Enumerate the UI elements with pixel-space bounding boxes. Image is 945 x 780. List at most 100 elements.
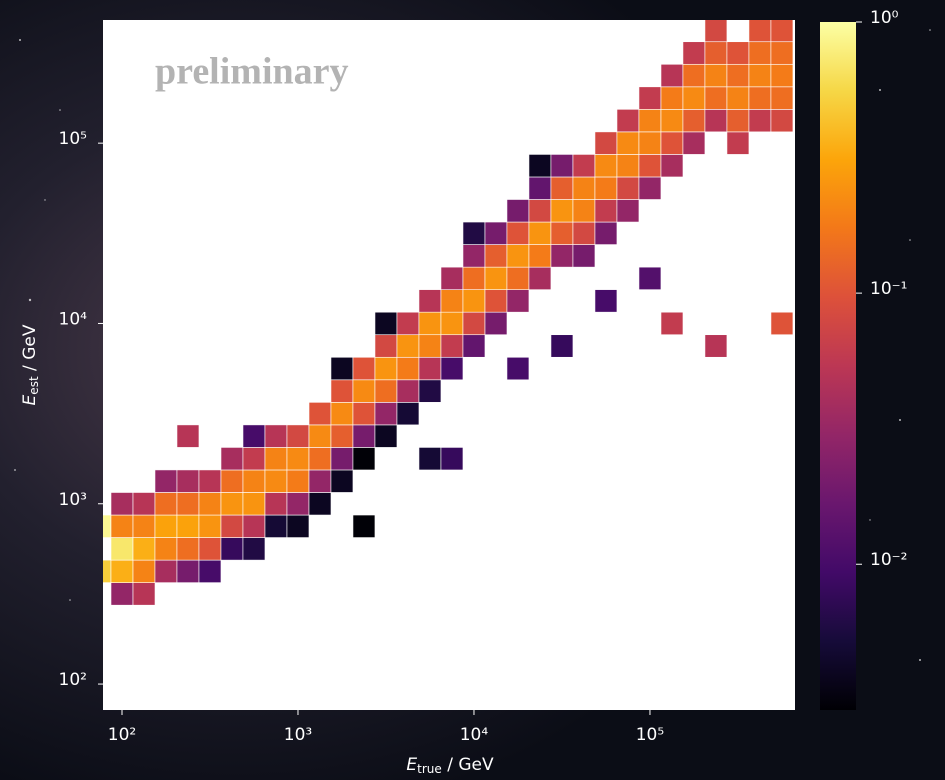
cell	[529, 267, 551, 290]
cell	[375, 402, 397, 425]
y-tick-label: 10⁴	[59, 309, 88, 329]
cell	[309, 425, 331, 448]
cell	[463, 222, 485, 245]
cell	[309, 470, 331, 493]
page: {"chart_data": { "type": "hist2d", "anno…	[0, 0, 945, 780]
cell	[683, 109, 705, 132]
cell	[199, 538, 221, 561]
cell	[441, 267, 463, 290]
cell	[221, 515, 243, 538]
cell	[353, 515, 375, 538]
cell	[243, 425, 265, 448]
cell	[617, 109, 639, 132]
cell	[375, 425, 397, 448]
cell	[419, 290, 441, 313]
cell	[485, 312, 507, 335]
x-tick-label: 10²	[108, 725, 136, 745]
cell	[419, 312, 441, 335]
cell	[727, 64, 749, 87]
cell	[661, 87, 683, 110]
cell	[419, 335, 441, 358]
colorbar-tick-label: 10⁻²	[870, 550, 907, 570]
cell	[705, 64, 727, 87]
cell	[397, 402, 419, 425]
cell	[661, 64, 683, 87]
cell	[463, 267, 485, 290]
cell	[749, 109, 771, 132]
cell	[243, 538, 265, 561]
x-tick-label: 10⁵	[636, 725, 664, 745]
cell	[375, 380, 397, 403]
cell	[595, 199, 617, 222]
cell	[287, 492, 309, 515]
cell	[397, 380, 419, 403]
cell	[771, 19, 793, 42]
cell	[507, 357, 529, 380]
cell	[727, 42, 749, 65]
cell	[661, 154, 683, 177]
cell	[353, 357, 375, 380]
cell	[573, 154, 595, 177]
cell	[177, 492, 199, 515]
cell	[287, 515, 309, 538]
cell	[221, 447, 243, 470]
cell	[595, 290, 617, 313]
cell	[419, 447, 441, 470]
cell	[199, 560, 221, 583]
cell	[661, 132, 683, 155]
cell	[749, 64, 771, 87]
cell	[309, 492, 331, 515]
cell	[441, 290, 463, 313]
cell	[485, 245, 507, 268]
cell	[111, 515, 133, 538]
cell	[155, 538, 177, 561]
cell	[639, 267, 661, 290]
cell	[243, 470, 265, 493]
cell	[551, 199, 573, 222]
cell	[331, 402, 353, 425]
cell	[199, 470, 221, 493]
cell	[265, 447, 287, 470]
cell	[595, 177, 617, 200]
cell	[507, 199, 529, 222]
cell	[617, 154, 639, 177]
cell	[463, 245, 485, 268]
y-tick-label: 10³	[59, 490, 87, 510]
cell	[155, 560, 177, 583]
cell	[639, 132, 661, 155]
cell	[221, 470, 243, 493]
cell	[529, 199, 551, 222]
cell	[133, 538, 155, 561]
cell	[727, 87, 749, 110]
chart: preliminary Etrue / GeV Eest / GeV 10²10…	[0, 0, 945, 780]
cell	[749, 19, 771, 42]
cell	[419, 357, 441, 380]
cell	[177, 470, 199, 493]
cell	[397, 357, 419, 380]
cell	[595, 222, 617, 245]
cell	[639, 109, 661, 132]
cell	[155, 492, 177, 515]
cell	[375, 357, 397, 380]
cell	[551, 335, 573, 358]
cell	[463, 335, 485, 358]
cell	[111, 560, 133, 583]
cell	[683, 42, 705, 65]
cell	[441, 312, 463, 335]
cell	[749, 42, 771, 65]
annotation: preliminary	[155, 51, 349, 93]
cell	[529, 222, 551, 245]
cell	[133, 515, 155, 538]
cell	[177, 560, 199, 583]
cell	[683, 87, 705, 110]
cell	[617, 199, 639, 222]
cell	[771, 109, 793, 132]
cell	[573, 177, 595, 200]
y-tick-label: 10⁵	[59, 129, 87, 149]
cell	[661, 312, 683, 335]
x-tick-label: 10⁴	[460, 725, 489, 745]
cell	[705, 42, 727, 65]
cell	[375, 335, 397, 358]
cell	[771, 42, 793, 65]
cell	[551, 177, 573, 200]
